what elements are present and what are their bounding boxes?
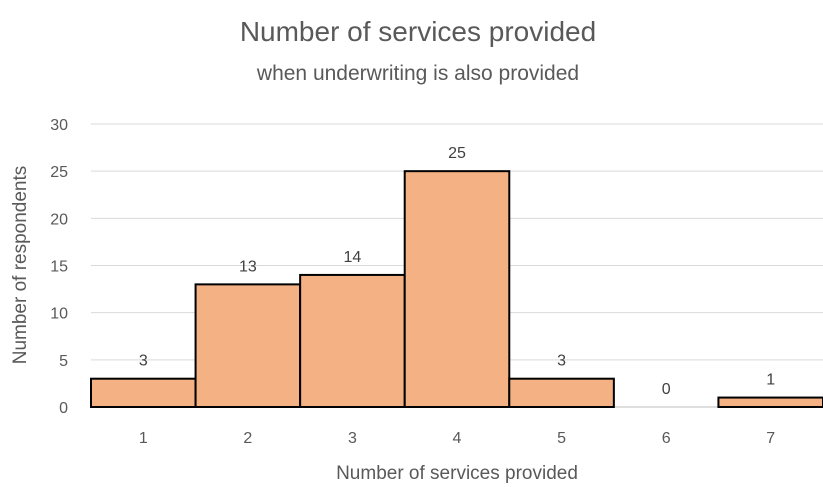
data-label-3: 14	[344, 249, 362, 266]
bar-2	[194, 283, 302, 408]
bar-4	[403, 170, 511, 408]
bar-1	[90, 377, 197, 409]
y-tick-label: 25	[50, 164, 68, 181]
data-label-5: 3	[557, 353, 566, 370]
x-tick-label: 1	[139, 430, 148, 447]
x-tick-labels: 1 2 3 4 5 6 7	[139, 430, 775, 447]
data-label-6: 0	[662, 381, 671, 398]
bar-7	[717, 396, 823, 409]
bar-3	[299, 273, 406, 408]
x-tick-label: 4	[453, 430, 462, 447]
y-tick-label: 20	[50, 211, 68, 228]
bar-5	[508, 377, 615, 409]
x-tick-label: 7	[766, 430, 775, 447]
chart-subtitle: when underwriting is also provided	[256, 62, 579, 85]
data-label-2: 13	[239, 258, 257, 275]
data-labels: 3 13 14 25 3 0 1	[139, 145, 775, 398]
data-label-1: 3	[139, 353, 148, 370]
y-tick-label: 5	[59, 353, 68, 370]
chart-title: Number of services provided	[240, 16, 596, 47]
y-tick-label: 0	[59, 400, 68, 417]
y-tick-label: 30	[50, 117, 68, 134]
x-tick-label: 5	[557, 430, 566, 447]
y-tick-labels: 0 5 10 15 20 25 30	[50, 117, 68, 417]
bars	[90, 170, 823, 409]
x-tick-label: 3	[348, 430, 357, 447]
x-axis-title: Number of services provided	[336, 463, 578, 484]
x-tick-label: 6	[662, 430, 671, 447]
x-tick-label: 2	[243, 430, 252, 447]
data-label-7: 1	[766, 372, 775, 389]
y-tick-label: 15	[50, 259, 68, 276]
y-tick-label: 10	[50, 306, 68, 323]
data-label-4: 25	[448, 145, 466, 162]
y-axis-title: Number of respondents	[10, 166, 31, 365]
